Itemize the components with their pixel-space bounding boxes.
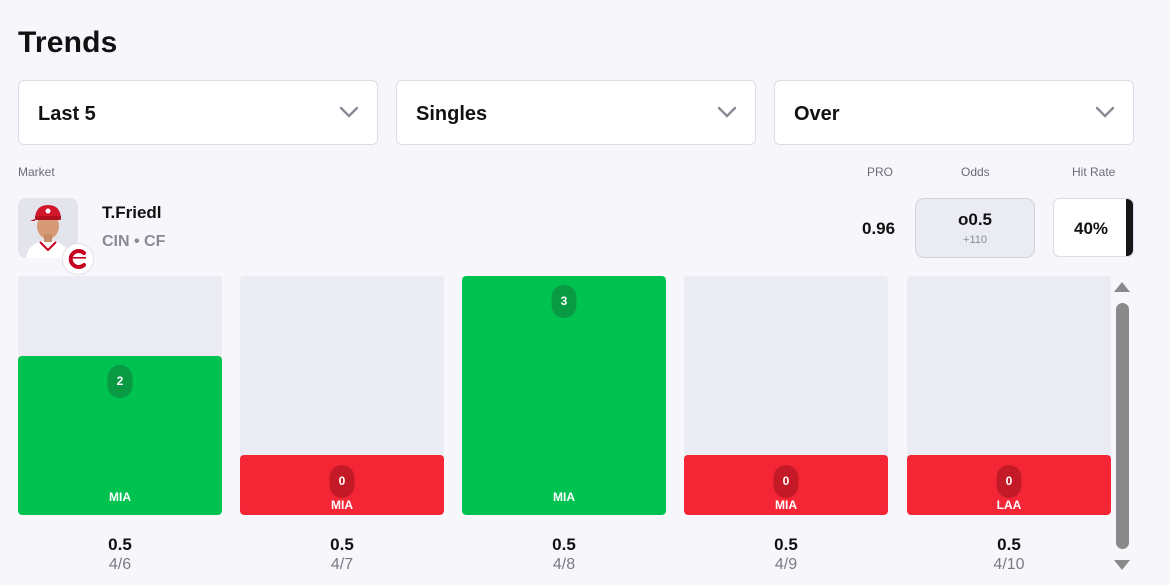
over-under-dropdown-label: Over <box>794 103 840 125</box>
player-team-position: CIN • CF <box>102 233 166 250</box>
trend-bar-opponent-label: MIA <box>775 498 797 512</box>
hit-rate-value: 40% <box>1073 219 1109 238</box>
market-dropdown[interactable]: Singles <box>396 80 756 145</box>
player-avatar <box>18 198 78 258</box>
trend-bar-column[interactable]: 3 MIA <box>462 276 666 515</box>
trend-bar-value-label: 2 <box>107 365 133 398</box>
trend-bar-opponent-label: MIA <box>109 490 131 504</box>
odds-line: o0.5 <box>957 210 993 229</box>
trend-bar-value-label: 0 <box>773 465 799 498</box>
timeframe-dropdown[interactable]: Last 5 <box>18 80 378 145</box>
market-header: Market <box>18 165 55 179</box>
trend-bar-column[interactable]: 0 MIA <box>684 276 888 515</box>
chevron-down-icon <box>717 106 737 118</box>
trend-bar-miss: 0 LAA <box>907 455 1111 515</box>
trend-bar-opponent-label: MIA <box>553 490 575 504</box>
player-name[interactable]: T.Friedl <box>102 203 162 222</box>
hit-rate-box: 40% <box>1053 198 1134 257</box>
trend-bar-value-label: 0 <box>329 465 355 498</box>
trend-bar-opponent-label: MIA <box>331 498 353 512</box>
market-dropdown-label: Singles <box>416 103 488 125</box>
pro-value: 0.96 <box>862 219 896 238</box>
scrollbar-thumb[interactable] <box>1116 303 1129 549</box>
odds-price: +110 <box>963 234 987 246</box>
trend-line-label: 0.5 <box>774 535 798 554</box>
scroll-down-arrow[interactable] <box>1114 560 1130 570</box>
timeframe-dropdown-label: Last 5 <box>38 103 96 125</box>
trend-bar-hit: 3 MIA <box>462 276 666 515</box>
trend-bar-opponent-label: LAA <box>996 498 1022 512</box>
scroll-up-arrow[interactable] <box>1114 282 1130 292</box>
chevron-down-icon <box>1095 106 1115 118</box>
hit-rate-indicator <box>1126 199 1133 256</box>
trend-bar-miss: 0 MIA <box>240 455 444 515</box>
trend-bar-value-label: 0 <box>996 465 1022 498</box>
trend-date-label: 4/9 <box>774 556 798 573</box>
trend-line-label: 0.5 <box>330 535 354 554</box>
trend-line-label: 0.5 <box>552 535 576 554</box>
chevron-down-icon <box>339 106 359 118</box>
trend-line-label: 0.5 <box>108 535 132 554</box>
trend-date-label: 4/8 <box>552 556 576 573</box>
trend-date-label: 4/10 <box>993 556 1025 573</box>
page-title: Trends <box>18 26 118 59</box>
trend-date-label: 4/7 <box>330 556 354 573</box>
trend-bar-column[interactable]: 0 MIA <box>240 276 444 515</box>
team-logo-icon <box>62 243 94 275</box>
trend-bar-miss: 0 MIA <box>684 455 888 515</box>
trend-line-label: 0.5 <box>997 535 1021 554</box>
hit-rate-header: Hit Rate <box>1072 165 1116 179</box>
pro-header: PRO <box>867 165 894 179</box>
odds-header: Odds <box>961 165 990 179</box>
odds-button[interactable]: o0.5 +110 <box>915 198 1035 258</box>
trend-bar-hit: 2 MIA <box>18 356 222 515</box>
trend-bar-value-label: 3 <box>551 285 577 318</box>
trend-bar-column[interactable]: 0 LAA <box>907 276 1111 515</box>
over-under-dropdown[interactable]: Over <box>774 80 1134 145</box>
trend-date-label: 4/6 <box>108 556 132 573</box>
trend-bar-column[interactable]: 2 MIA <box>18 276 222 515</box>
